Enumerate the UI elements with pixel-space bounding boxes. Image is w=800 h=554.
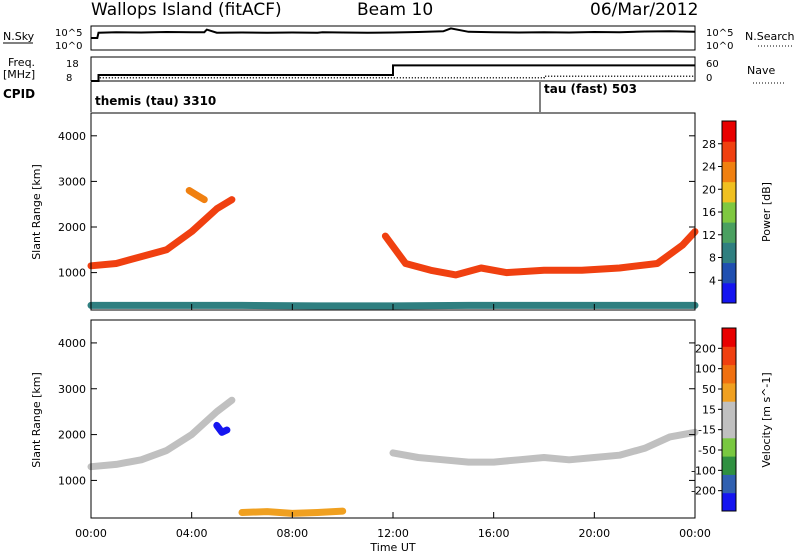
velocity-colorbar-swatch	[722, 328, 736, 347]
velocity-colorbar-swatch	[722, 437, 736, 457]
power-ytick-label: 1000	[58, 267, 86, 280]
cpid-segment-1: themis (tau) 3310	[95, 94, 216, 108]
power-echo-band-3	[185, 187, 208, 204]
noise-tick-top-right: 10^5	[706, 28, 733, 39]
velocity-colorbar-swatch	[722, 401, 736, 420]
velocity-colorbar-swatch	[722, 382, 736, 402]
velocity-ytick-label: 2000	[58, 429, 86, 442]
velocity-ytick-label: 1000	[58, 474, 86, 487]
noise-series-line	[91, 27, 696, 39]
x-tick-label: 04:00	[176, 527, 208, 540]
freq-label: Freq.	[8, 56, 35, 69]
noise-tick-bottom-right: 10^0	[706, 41, 733, 52]
power-colorbar-swatch	[722, 222, 736, 243]
power-colorbar-swatch	[722, 242, 736, 264]
velocity-ylabel: Slant Range [km]	[30, 372, 43, 468]
power-ytick-label: 3000	[58, 175, 86, 188]
power-colorbar-label: Power [dB]	[760, 182, 773, 242]
power-colorbar-tick-label: 24	[702, 161, 716, 174]
time-x-ticks: 00:00 04:00 08:00 12:00 16:00 20:00 00:00	[75, 304, 711, 540]
x-tick-label: 16:00	[478, 527, 510, 540]
velocity-echo-band-1	[87, 396, 236, 471]
nave-label: Nave	[747, 64, 775, 77]
velocity-marks	[87, 396, 699, 517]
power-colorbar-swatch	[722, 262, 736, 284]
x-axis-label: Time UT	[369, 541, 415, 554]
velocity-colorbar-swatch	[722, 492, 736, 512]
power-colorbar-tick-label: 12	[702, 229, 716, 242]
power-colorbar-swatch	[722, 181, 736, 203]
noise-tick-bottom-left: 10^0	[55, 41, 82, 52]
power-colorbar-swatch	[722, 121, 736, 142]
power-colorbar-swatch	[722, 201, 736, 223]
freq-tick-bottom: 8	[66, 73, 72, 84]
power-colorbar-tick-label: 28	[702, 138, 716, 151]
power-marks	[87, 187, 699, 310]
x-tick-label: 00:00	[679, 527, 711, 540]
velocity-colorbar-frame	[721, 327, 737, 512]
velocity-y-ticks: 1000 2000 3000 4000	[58, 337, 695, 487]
nave-tick-bottom: 0	[706, 73, 712, 84]
velocity-ytick-label: 3000	[58, 383, 86, 396]
power-panel-frame	[90, 112, 696, 311]
velocity-colorbar-swatch	[722, 346, 736, 366]
station-title: Wallops Island (fitACF)	[91, 0, 282, 20]
x-tick-label: 12:00	[377, 527, 409, 540]
beam-title: Beam 10	[357, 0, 433, 20]
power-y-ticks: 1000 2000 3000 4000	[58, 130, 695, 280]
freq-series-line	[91, 64, 695, 82]
power-ytick-label: 2000	[58, 221, 86, 234]
noise-panel-frame	[90, 25, 696, 51]
power-ylabel: Slant Range [km]	[30, 164, 43, 260]
power-colorbar-swatch	[722, 282, 736, 304]
velocity-colorbar-swatch	[722, 474, 736, 494]
velocity-colorbar-tick-label: -15	[698, 424, 716, 437]
date-title: 06/Mar/2012	[590, 0, 698, 20]
x-tick-label: 20:00	[578, 527, 610, 540]
velocity-colorbar-tick-label: -200	[691, 485, 716, 498]
velocity-echo-band-3	[213, 421, 231, 436]
power-echo-band-1	[87, 196, 236, 270]
freq-panel-frame	[90, 56, 696, 82]
nsearch-label: N.Search	[745, 30, 795, 43]
power-colorbar-tick-label: 16	[702, 206, 716, 219]
power-colorbar-tick-label: 8	[709, 252, 716, 265]
velocity-colorbar-tick-label: 100	[695, 363, 716, 376]
power-colorbar: 4 8 12 16 20 24 28	[702, 120, 737, 304]
velocity-colorbar-tick-label: -50	[698, 444, 716, 457]
power-colorbar-swatch	[722, 161, 736, 183]
power-colorbar-tick-label: 4	[709, 274, 716, 287]
velocity-ytick-label: 4000	[58, 337, 86, 350]
noise-tick-top-left: 10^5	[55, 28, 82, 39]
power-colorbar-tick-label: 20	[702, 183, 716, 196]
x-tick-label: 08:00	[276, 527, 308, 540]
power-echo-band-2	[381, 228, 699, 279]
velocity-colorbar-label: Velocity [m s^-1]	[760, 372, 773, 467]
velocity-colorbar-tick-label: -100	[691, 464, 716, 477]
velocity-echo-band-2	[389, 428, 699, 466]
velocity-panel-frame	[90, 319, 696, 519]
x-tick-label: 00:00	[75, 527, 107, 540]
velocity-colorbar-tick-label: 200	[695, 342, 716, 355]
velocity-colorbar-swatch	[722, 419, 736, 439]
power-colorbar-swatch	[722, 141, 736, 162]
cpid-label: CPID	[3, 87, 35, 101]
freq-tick-top: 18	[66, 59, 79, 70]
nave-tick-top: 60	[706, 59, 719, 70]
velocity-colorbar: 200 100 50 15 -15 -50 -100 -200	[691, 327, 737, 512]
velocity-colorbar-swatch	[722, 364, 736, 384]
velocity-colorbar-tick-label: 50	[702, 383, 716, 396]
nsky-label: N.Sky	[3, 30, 35, 43]
cpid-segment-2: tau (fast) 503	[544, 82, 637, 96]
power-ytick-label: 4000	[58, 130, 86, 143]
freq-unit-label: [MHz]	[3, 68, 35, 81]
velocity-colorbar-tick-label: 15	[702, 403, 716, 416]
nave-series-line	[91, 75, 695, 82]
velocity-colorbar-swatch	[722, 456, 736, 475]
